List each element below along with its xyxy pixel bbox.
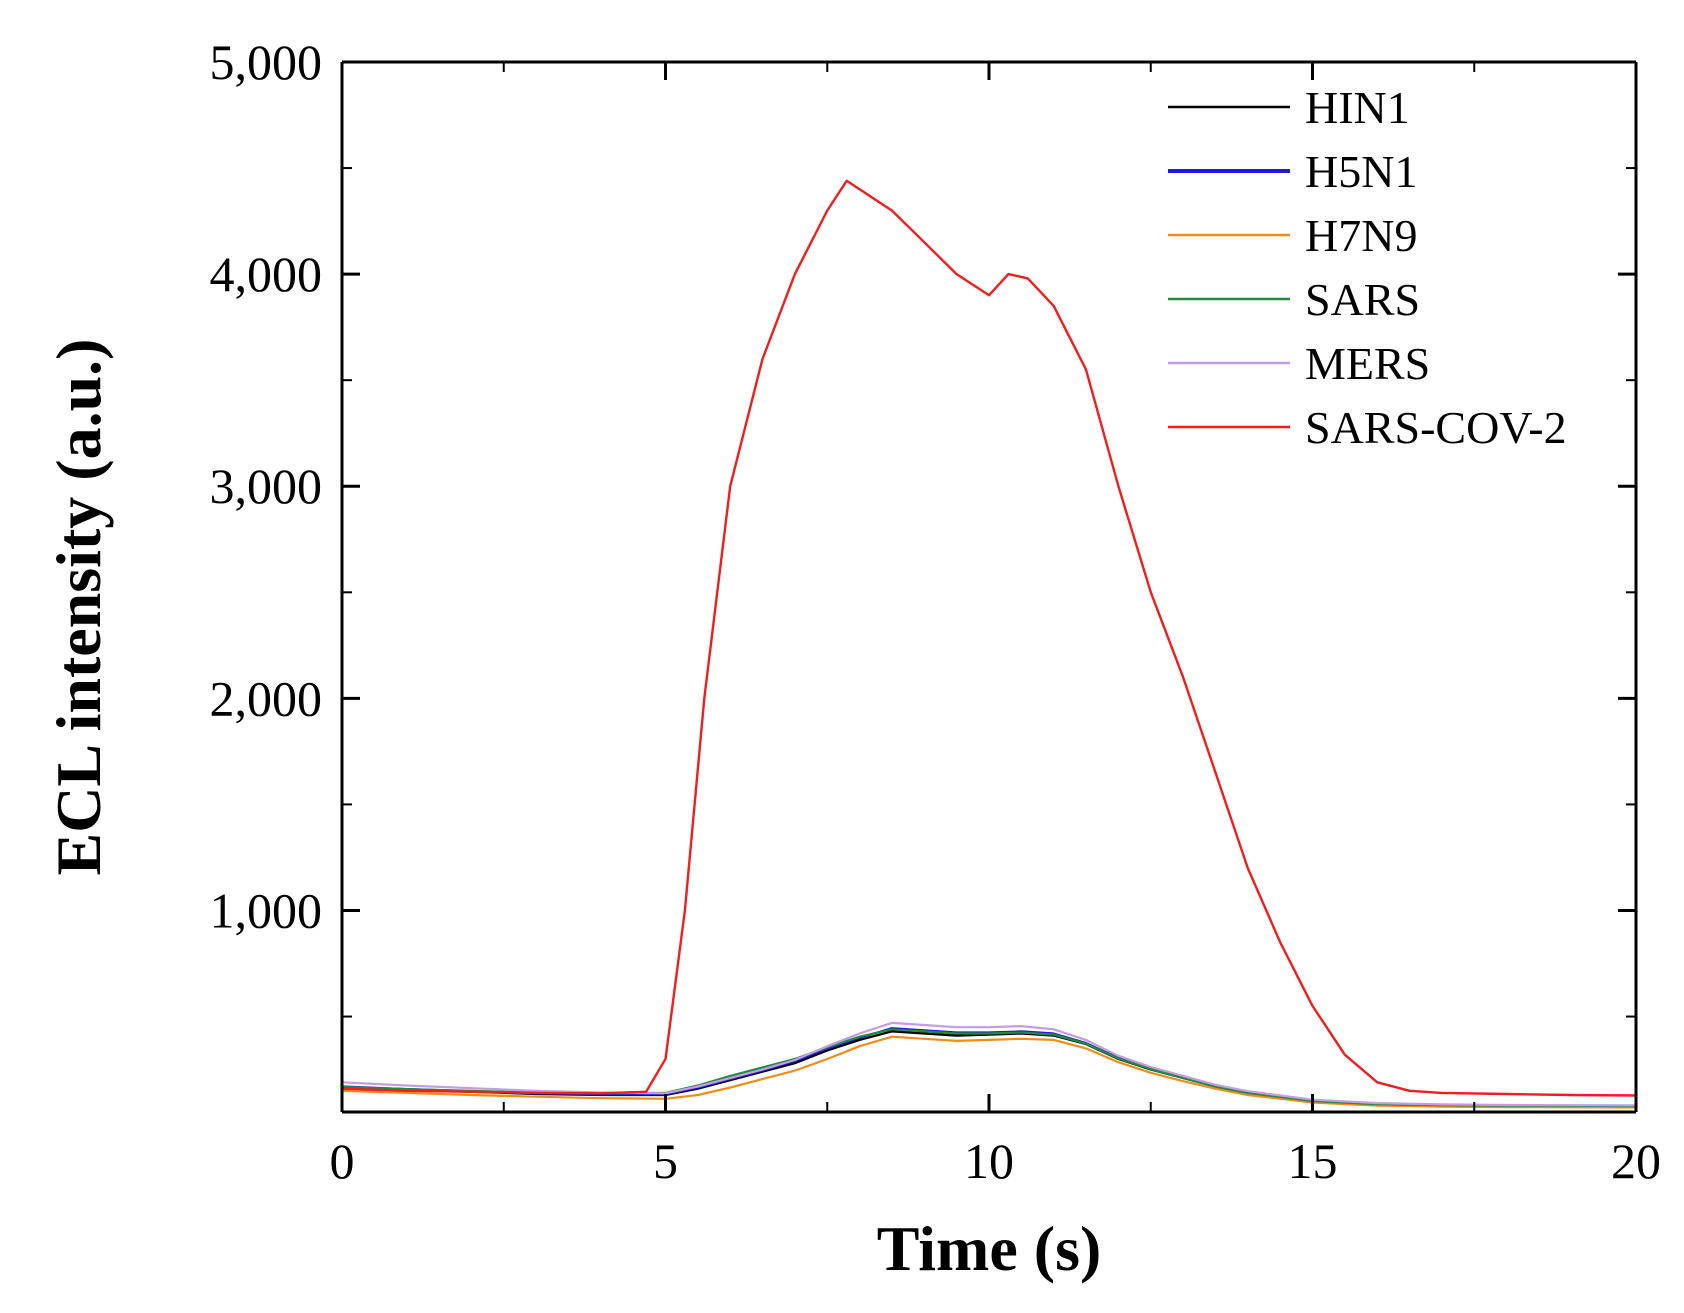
y-tick-label: 5,000	[210, 34, 323, 90]
legend-label-sars-cov-2: SARS-COV-2	[1305, 402, 1567, 453]
series-line-mers	[341, 1021, 1637, 1107]
x-tick-label: 5	[653, 1133, 678, 1189]
series-line-h7n9	[341, 1035, 1637, 1109]
x-tick-label: 10	[964, 1133, 1014, 1189]
legend-label-sars: SARS	[1305, 274, 1420, 325]
x-tick-label: 0	[330, 1133, 355, 1189]
legend: HIN1 H5N1 H7N9 SARS MERS SARS-COV-2	[1168, 82, 1567, 453]
legend-label-mers: MERS	[1305, 338, 1430, 389]
y-axis-title: ECL intensity (a.u.)	[43, 339, 114, 876]
x-tick-label: 15	[1288, 1133, 1338, 1189]
x-tick-label: 20	[1611, 1133, 1661, 1189]
y-tick-label: 2,000	[210, 670, 323, 726]
y-tick-label: 1,000	[210, 882, 323, 938]
y-tick-label: 3,000	[210, 458, 323, 514]
legend-label-h7n9: H7N9	[1305, 210, 1417, 261]
y-tick-label: 4,000	[210, 246, 323, 302]
series-layer	[341, 179, 1637, 1109]
series-line-sars-cov-2	[341, 179, 1637, 1097]
ticks-layer: 0 5 10 15 20 1,000 2,000 3,000 4,000 5,000	[210, 34, 1662, 1189]
x-axis-title: Time (s)	[877, 1213, 1102, 1284]
legend-label-hin1: HIN1	[1305, 82, 1410, 133]
legend-label-h5n1: H5N1	[1305, 146, 1417, 197]
